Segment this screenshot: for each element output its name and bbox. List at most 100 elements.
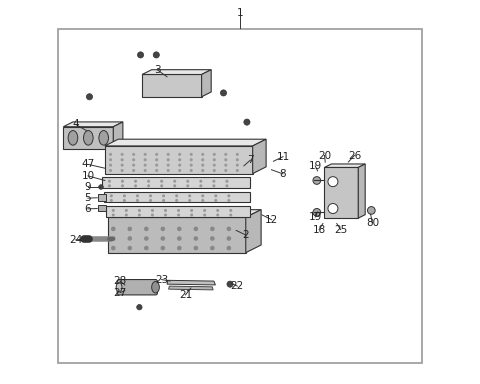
Ellipse shape <box>68 131 78 145</box>
Text: 25: 25 <box>334 225 347 235</box>
Polygon shape <box>358 164 365 218</box>
Circle shape <box>186 180 189 183</box>
Text: 3: 3 <box>154 65 161 75</box>
Text: 4: 4 <box>72 119 79 129</box>
Circle shape <box>99 185 103 189</box>
Text: 20: 20 <box>318 151 331 161</box>
Circle shape <box>228 199 230 202</box>
Polygon shape <box>142 70 211 74</box>
Circle shape <box>167 153 170 156</box>
Circle shape <box>178 169 181 172</box>
Circle shape <box>164 214 167 217</box>
Circle shape <box>120 164 124 167</box>
Text: 11: 11 <box>276 152 289 162</box>
Circle shape <box>144 153 147 156</box>
Text: 12: 12 <box>265 215 278 225</box>
Circle shape <box>109 169 112 172</box>
Polygon shape <box>167 280 216 285</box>
Circle shape <box>201 169 204 172</box>
Circle shape <box>167 169 170 172</box>
Text: 47: 47 <box>81 159 95 169</box>
Circle shape <box>236 153 239 156</box>
Polygon shape <box>246 210 261 253</box>
Text: 23: 23 <box>155 275 168 285</box>
Circle shape <box>160 246 165 250</box>
Circle shape <box>108 184 111 187</box>
Circle shape <box>227 281 233 287</box>
Circle shape <box>224 169 228 172</box>
Circle shape <box>137 52 144 58</box>
Circle shape <box>123 199 126 202</box>
Circle shape <box>109 164 112 167</box>
Circle shape <box>109 153 112 156</box>
Circle shape <box>110 199 113 202</box>
Text: 21: 21 <box>179 290 192 300</box>
Polygon shape <box>202 70 211 97</box>
Circle shape <box>144 158 147 161</box>
Circle shape <box>224 164 228 167</box>
Circle shape <box>173 184 176 187</box>
Circle shape <box>210 227 215 231</box>
Ellipse shape <box>99 131 108 145</box>
Bar <box>98 194 107 201</box>
Circle shape <box>155 164 158 167</box>
Circle shape <box>132 164 135 167</box>
Circle shape <box>144 164 147 167</box>
Text: 9: 9 <box>84 182 91 192</box>
Circle shape <box>144 246 149 250</box>
Circle shape <box>193 227 198 231</box>
Polygon shape <box>63 127 113 149</box>
Circle shape <box>177 236 181 241</box>
Circle shape <box>214 194 217 197</box>
Circle shape <box>128 246 132 250</box>
Circle shape <box>190 209 193 212</box>
Circle shape <box>177 227 181 231</box>
Circle shape <box>228 194 230 197</box>
Text: 27: 27 <box>114 288 127 298</box>
Circle shape <box>328 204 338 214</box>
Circle shape <box>111 246 116 250</box>
Circle shape <box>201 194 204 197</box>
Circle shape <box>123 194 126 197</box>
Circle shape <box>167 158 170 161</box>
Circle shape <box>112 209 115 212</box>
Circle shape <box>120 158 124 161</box>
Circle shape <box>136 194 139 197</box>
Polygon shape <box>105 139 266 146</box>
Circle shape <box>178 158 181 161</box>
Circle shape <box>236 169 239 172</box>
Polygon shape <box>324 164 365 167</box>
Circle shape <box>151 209 154 212</box>
Polygon shape <box>324 167 358 218</box>
Circle shape <box>134 180 137 183</box>
Circle shape <box>203 209 206 212</box>
Circle shape <box>193 236 198 241</box>
Circle shape <box>175 199 178 202</box>
Circle shape <box>160 236 165 241</box>
Text: 1: 1 <box>237 8 243 18</box>
Circle shape <box>138 214 141 217</box>
Circle shape <box>213 164 216 167</box>
Circle shape <box>227 246 231 250</box>
Text: 26: 26 <box>348 151 361 161</box>
Circle shape <box>213 153 216 156</box>
Bar <box>58 29 422 363</box>
Bar <box>98 205 107 211</box>
Circle shape <box>153 52 159 58</box>
Circle shape <box>199 180 203 183</box>
Ellipse shape <box>152 281 159 293</box>
Circle shape <box>201 199 204 202</box>
Circle shape <box>173 180 176 183</box>
Text: 5: 5 <box>84 193 91 203</box>
Circle shape <box>216 214 219 217</box>
Circle shape <box>132 169 135 172</box>
Circle shape <box>227 227 231 231</box>
Circle shape <box>229 209 232 212</box>
Circle shape <box>128 227 132 231</box>
Circle shape <box>212 180 216 183</box>
Circle shape <box>177 246 181 250</box>
Circle shape <box>227 236 231 241</box>
Circle shape <box>236 164 239 167</box>
Ellipse shape <box>84 131 93 145</box>
Circle shape <box>224 158 228 161</box>
